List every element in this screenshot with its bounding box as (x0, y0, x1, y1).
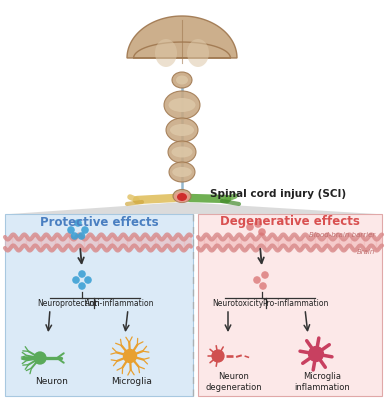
Circle shape (261, 271, 269, 279)
Circle shape (78, 282, 86, 290)
Text: Brain: Brain (357, 249, 375, 255)
Bar (5, 214, 193, 396)
Circle shape (67, 226, 75, 234)
Bar (0, 0, 386, 212)
Polygon shape (127, 16, 237, 58)
Ellipse shape (177, 193, 187, 201)
Circle shape (72, 276, 80, 284)
Circle shape (246, 223, 254, 231)
Bar (198, 214, 382, 396)
Circle shape (78, 232, 85, 240)
Text: Blood-brain barrier: Blood-brain barrier (309, 232, 375, 238)
Ellipse shape (171, 146, 193, 158)
Text: Pro-inflammation: Pro-inflammation (262, 298, 328, 308)
Text: Neuroprotection: Neuroprotection (37, 298, 99, 308)
Polygon shape (10, 202, 376, 214)
Circle shape (123, 349, 137, 363)
Text: Neurotoxicity: Neurotoxicity (212, 298, 264, 308)
Ellipse shape (172, 72, 192, 88)
Circle shape (81, 226, 89, 234)
Circle shape (258, 228, 266, 236)
Ellipse shape (174, 192, 190, 202)
Text: Neuron: Neuron (36, 378, 68, 386)
Ellipse shape (155, 39, 177, 67)
Text: Degenerative effects: Degenerative effects (220, 216, 360, 228)
Ellipse shape (173, 190, 191, 202)
Circle shape (212, 349, 225, 363)
Text: Anti-inflammation: Anti-inflammation (85, 298, 155, 308)
Text: Microglia: Microglia (112, 378, 152, 386)
Circle shape (74, 219, 82, 227)
Circle shape (253, 276, 261, 284)
Text: Microglia
inflammation: Microglia inflammation (294, 372, 350, 392)
Circle shape (84, 276, 92, 284)
Ellipse shape (176, 76, 188, 84)
Ellipse shape (164, 91, 200, 119)
Ellipse shape (169, 98, 195, 112)
Ellipse shape (187, 39, 209, 67)
Circle shape (259, 282, 267, 290)
Circle shape (308, 346, 324, 362)
Circle shape (78, 270, 86, 278)
Ellipse shape (172, 167, 192, 177)
Circle shape (71, 232, 78, 240)
Ellipse shape (170, 124, 194, 136)
Ellipse shape (169, 162, 195, 182)
Text: Spinal cord injury (SCI): Spinal cord injury (SCI) (210, 189, 346, 199)
Ellipse shape (166, 118, 198, 142)
Circle shape (254, 220, 262, 228)
Text: Protective effects: Protective effects (40, 216, 158, 228)
Text: Neuron
degeneration: Neuron degeneration (206, 372, 262, 392)
Circle shape (33, 351, 47, 365)
Ellipse shape (168, 141, 196, 163)
